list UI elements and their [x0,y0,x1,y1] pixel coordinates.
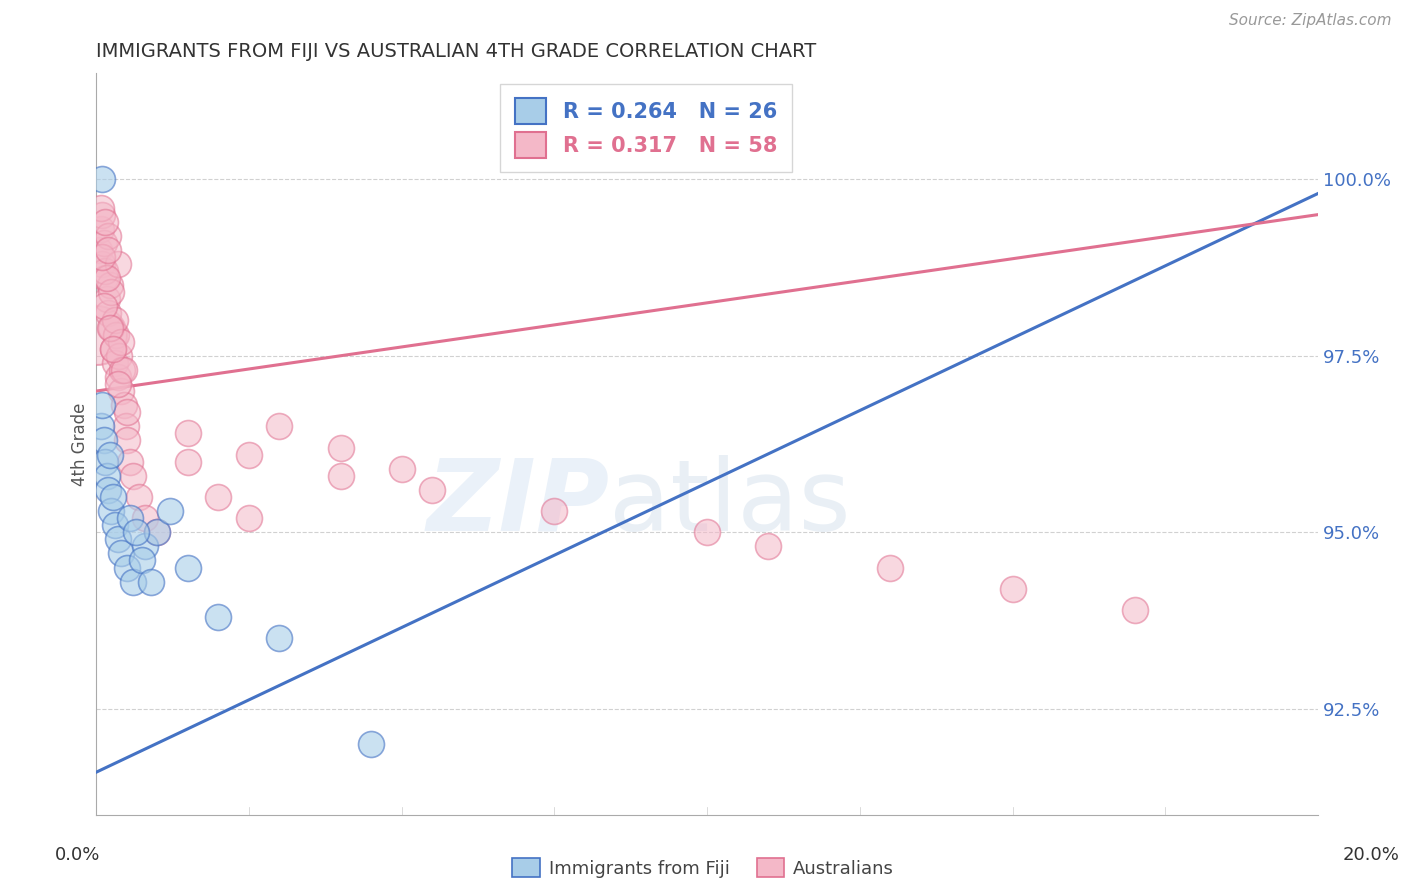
Text: ZIP: ZIP [426,455,609,552]
Point [93,299,115,313]
Point [97,306,120,320]
Point [90,201,112,215]
Point [391,461,413,475]
Point [93,434,115,448]
Point [177,455,200,469]
Text: 0.0%: 0.0% [55,846,100,863]
Point [112,398,135,412]
Point [879,560,901,574]
Text: 20.0%: 20.0% [1343,846,1399,863]
Point [107,376,129,391]
Point [115,405,138,419]
Point [107,257,129,271]
Point [118,511,141,525]
Point [91,172,114,186]
Point [1001,582,1024,596]
Point [96,468,118,483]
Point [97,243,120,257]
Point [134,511,156,525]
Text: Source: ZipAtlas.com: Source: ZipAtlas.com [1229,13,1392,29]
Point [103,313,125,327]
Point [177,426,200,441]
Point [90,221,112,235]
Point [121,468,143,483]
Point [269,631,291,645]
Point [103,490,125,504]
Point [100,285,122,300]
Point [756,539,779,553]
Point [86,327,108,342]
Point [114,419,136,434]
Point [141,574,163,589]
Point [360,737,382,751]
Point [269,419,291,434]
Point [91,398,114,412]
Point [125,525,148,540]
Point [90,419,112,434]
Point [329,441,352,455]
Point [207,490,229,504]
Y-axis label: 4th Grade: 4th Grade [72,402,89,485]
Point [329,468,352,483]
Point [112,363,135,377]
Point [128,490,150,504]
Point [93,235,115,250]
Point [118,455,141,469]
Legend: Immigrants from Fiji, Australians: Immigrants from Fiji, Australians [508,853,898,883]
Point [98,448,121,462]
Point [96,271,118,285]
Point [146,525,169,540]
Point [110,546,132,560]
Point [420,483,443,497]
Point [107,533,129,547]
Point [94,455,117,469]
Point [134,539,156,553]
Point [696,525,718,540]
Point [110,384,132,398]
Point [238,511,260,525]
Point [131,553,153,567]
Point [94,271,117,285]
Point [91,257,114,271]
Legend: R = 0.264   N = 26, R = 0.317   N = 58: R = 0.264 N = 26, R = 0.317 N = 58 [501,84,792,172]
Point [115,434,138,448]
Point [96,293,118,307]
Point [103,356,125,370]
Point [100,320,122,334]
Point [110,334,132,349]
Point [98,278,121,293]
Point [98,320,121,334]
Point [94,264,117,278]
Point [121,574,143,589]
Point [103,518,125,533]
Point [97,483,120,497]
Point [103,342,125,356]
Text: atlas: atlas [609,455,851,552]
Point [89,243,111,257]
Point [108,349,131,363]
Point [159,504,181,518]
Point [100,504,122,518]
Point [115,560,138,574]
Point [107,370,129,384]
Point [146,525,169,540]
Point [94,214,117,228]
Point [97,228,120,243]
Point [105,327,128,342]
Point [238,448,260,462]
Point [91,250,114,264]
Point [543,504,565,518]
Point [177,560,200,574]
Text: IMMIGRANTS FROM FIJI VS AUSTRALIAN 4TH GRADE CORRELATION CHART: IMMIGRANTS FROM FIJI VS AUSTRALIAN 4TH G… [96,42,817,61]
Point [111,363,134,377]
Point [1123,603,1146,617]
Point [91,208,114,222]
Point [207,610,229,624]
Point [103,342,125,356]
